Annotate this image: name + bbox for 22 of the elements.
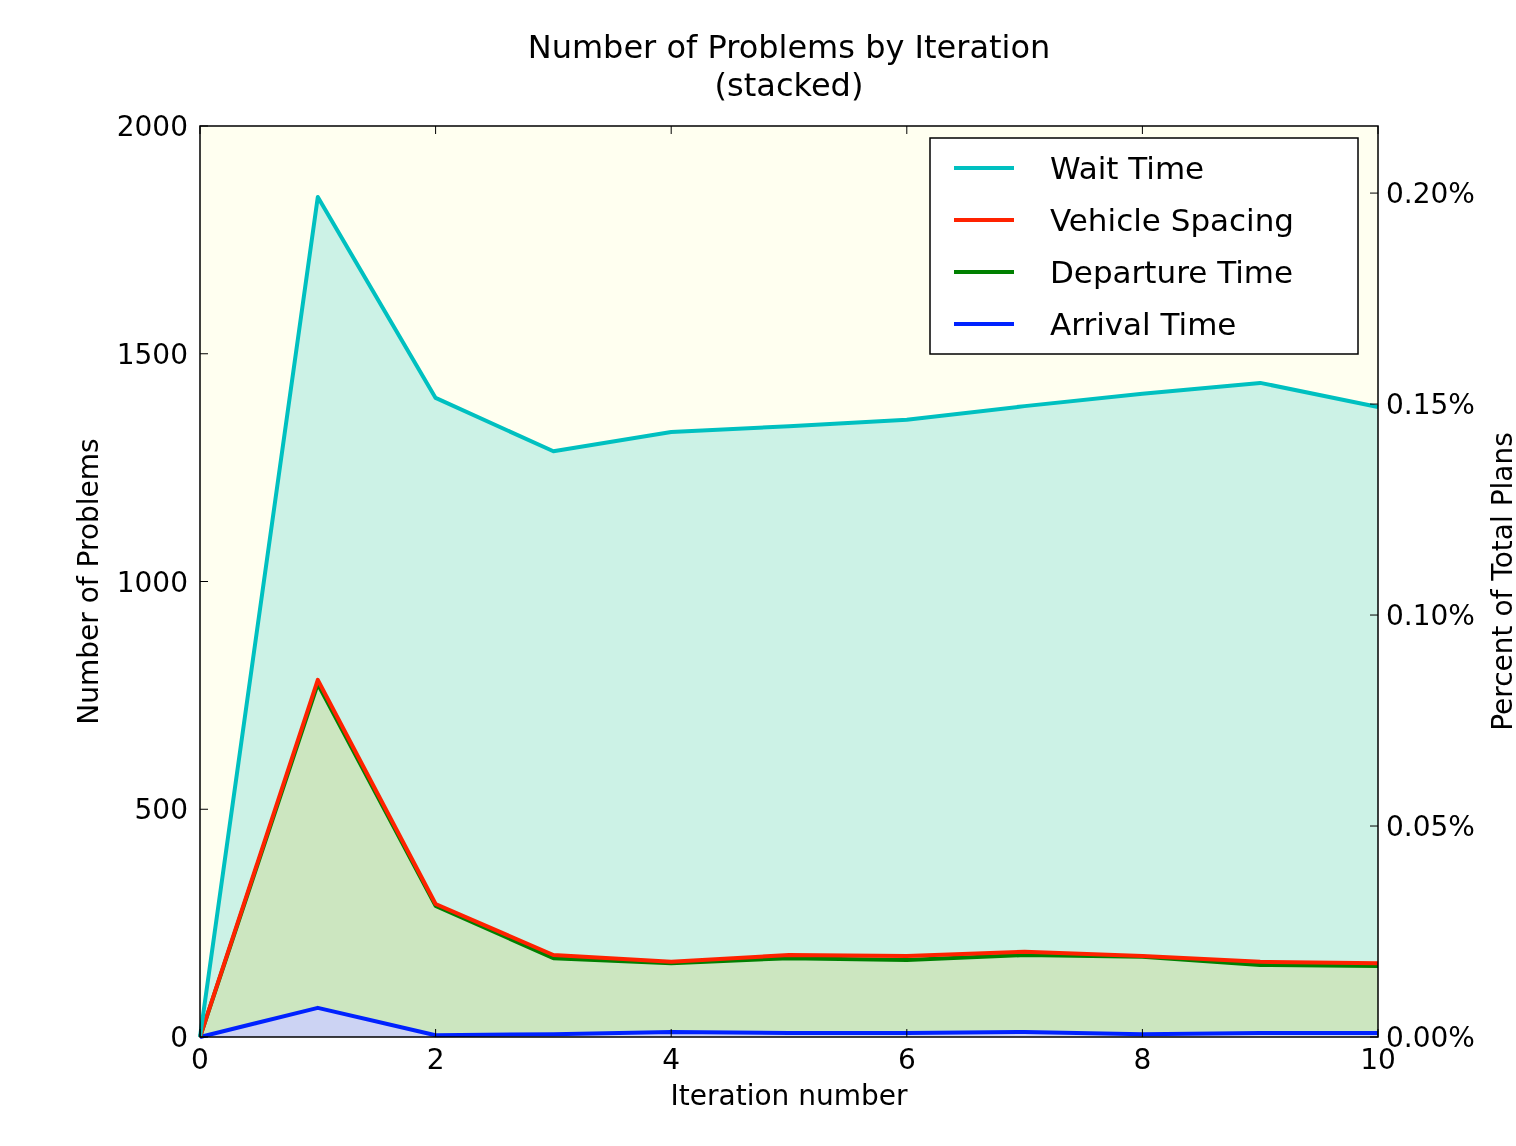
chart-title: Number of Problems by Iteration (stacked): [527, 28, 1051, 104]
legend-label: Wait Time: [1050, 150, 1205, 186]
x-tick-label: 2: [426, 1043, 445, 1076]
legend-label: Departure Time: [1050, 254, 1294, 290]
y2-tick-label: 0.20%: [1386, 177, 1475, 211]
y2-tick-label: 0.05%: [1386, 810, 1475, 844]
x-axis-title: Iteration number: [670, 1079, 908, 1112]
x-tick-label: 8: [1133, 1043, 1152, 1076]
y-axis-title: Number of Problems: [72, 438, 105, 725]
y2-tick-label: 0.10%: [1386, 599, 1475, 633]
y-tick-label: 1000: [116, 565, 188, 599]
x-tick-label: 0: [191, 1043, 209, 1076]
y-tick-label: 500: [134, 793, 188, 827]
y-tick-label: 1500: [116, 337, 188, 371]
y2-tick-label: 0.15%: [1386, 388, 1475, 422]
legend-label: Arrival Time: [1050, 306, 1237, 342]
y2-axis-title: Percent of Total Plans: [1486, 432, 1516, 731]
x-tick-label: 6: [897, 1043, 916, 1076]
y-tick-label: 2000: [116, 110, 188, 143]
x-tick-label: 4: [662, 1043, 681, 1076]
legend-label: Vehicle Spacing: [1050, 202, 1295, 238]
y-tick-label: 0: [170, 1021, 188, 1054]
